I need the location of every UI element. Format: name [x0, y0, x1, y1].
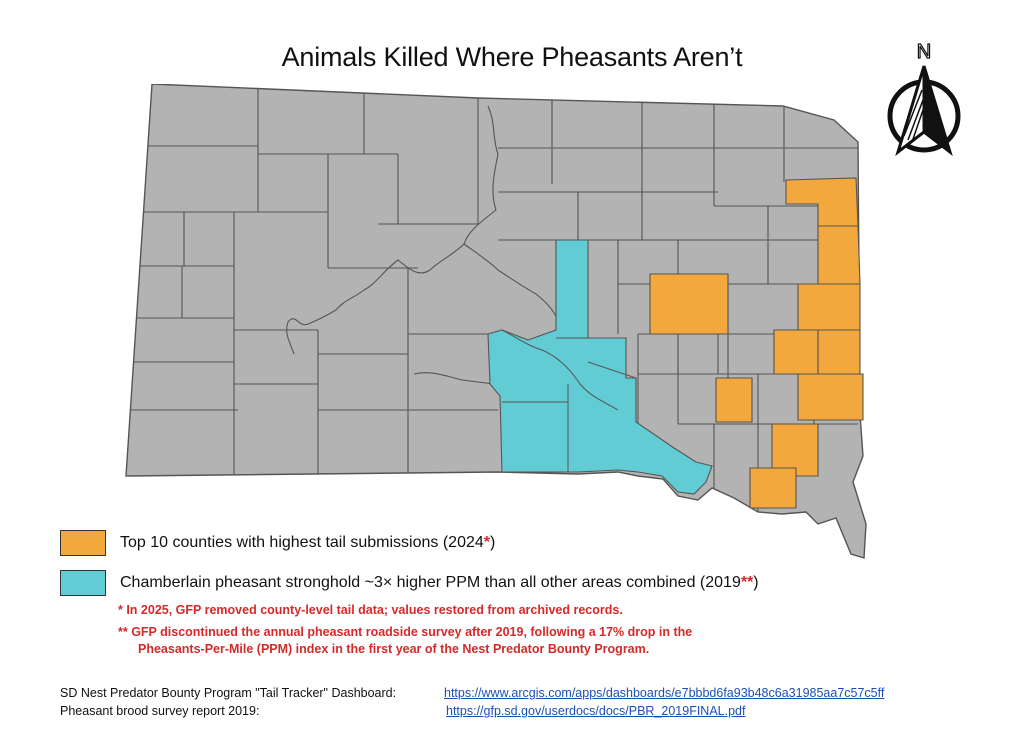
- top10-county-8: [715, 377, 753, 423]
- top10-county-4: [797, 283, 861, 331]
- stronghold-area: [487, 239, 713, 495]
- top10-county-5: [773, 329, 819, 375]
- north-arrow-icon: N: [887, 40, 961, 156]
- top10-county-2: [817, 225, 861, 285]
- legend-stronghold-label: Chamberlain pheasant stronghold ~3× high…: [120, 574, 759, 591]
- top10-county-6: [817, 329, 861, 375]
- legend-stronghold: Chamberlain pheasant stronghold ~3× high…: [60, 570, 759, 596]
- source-label: Pheasant brood survey report 2019:: [60, 704, 260, 718]
- source-link[interactable]: https://gfp.sd.gov/userdocs/docs/PBR_201…: [446, 704, 746, 718]
- source-row: SD Nest Predator Bounty Program "Tail Tr…: [60, 684, 884, 702]
- south-dakota-county-map: [125, 84, 867, 559]
- source-link[interactable]: https://www.arcgis.com/apps/dashboards/e…: [444, 686, 885, 700]
- source-label: SD Nest Predator Bounty Program "Tail Tr…: [60, 686, 397, 700]
- legend-swatch-orange: [60, 530, 106, 556]
- top10-county-7: [797, 373, 864, 421]
- north-letter: N: [917, 41, 931, 63]
- map-title: Animals Killed Where Pheasants Aren’t: [281, 42, 743, 72]
- note-2-line-1: ** GFP discontinued the annual pheasant …: [118, 625, 693, 639]
- top10-county-10: [749, 467, 797, 509]
- legend-top10: Top 10 counties with highest tail submis…: [60, 530, 495, 556]
- legend-top10-label: Top 10 counties with highest tail submis…: [120, 534, 496, 551]
- source-row: Pheasant brood survey report 2019: https…: [60, 702, 884, 720]
- legend-swatch-teal: [60, 570, 106, 596]
- sources: SD Nest Predator Bounty Program "Tail Tr…: [60, 684, 884, 720]
- top10-county-9: [771, 423, 819, 477]
- note-2: ** GFP discontinued the annual pheasant …: [118, 624, 692, 658]
- note-1: * In 2025, GFP removed county-level tail…: [118, 603, 623, 617]
- note-2-line-2: Pheasants-Per-Mile (PPM) index in the fi…: [138, 642, 650, 656]
- top10-county-3: [649, 273, 729, 335]
